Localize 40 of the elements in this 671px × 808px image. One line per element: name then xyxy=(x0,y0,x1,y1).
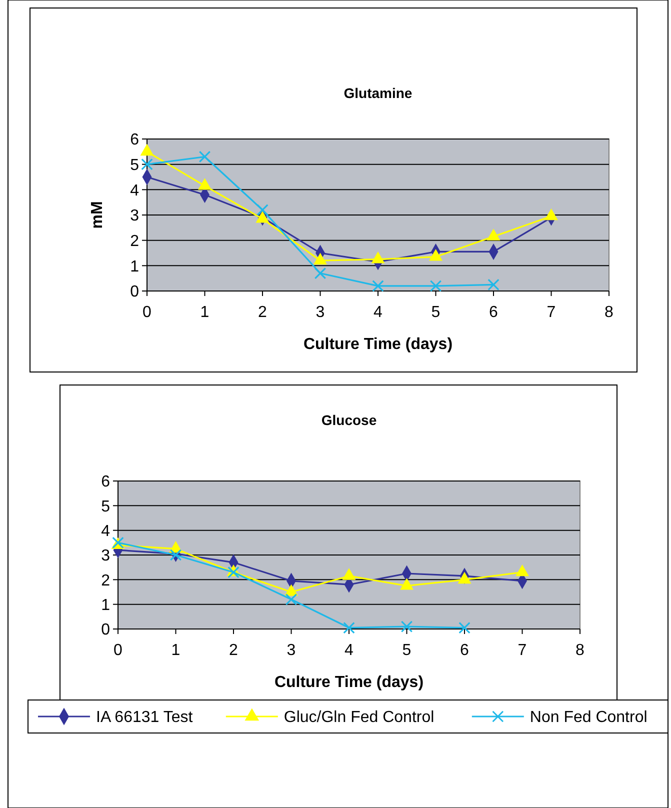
y-tick-label: 3 xyxy=(101,548,110,565)
x-tick-label: 2 xyxy=(229,642,238,659)
y-tick-label: 5 xyxy=(101,498,110,516)
y-tick-label: 6 xyxy=(101,474,110,491)
y-axis-title: mM xyxy=(89,201,106,229)
x-tick-label: 7 xyxy=(518,642,527,659)
x-tick-label: 6 xyxy=(460,642,470,659)
legend-label: IA 66131 Test xyxy=(96,709,194,726)
x-tick-label: 2 xyxy=(258,304,268,321)
x-tick-label: 4 xyxy=(344,642,354,659)
x-tick-label: 4 xyxy=(374,304,383,321)
x-tick-label: 7 xyxy=(546,304,556,321)
y-tick-label: 3 xyxy=(130,208,140,225)
chart-title: Glutamine xyxy=(344,85,412,101)
x-tick-label: 0 xyxy=(114,642,123,659)
legend-label: Non Fed Control xyxy=(530,709,648,726)
x-tick-label: 3 xyxy=(286,642,296,659)
y-tick-label: 0 xyxy=(130,284,140,301)
y-tick-label: 2 xyxy=(130,232,140,250)
x-tick-label: 8 xyxy=(604,304,614,321)
legend-label: Gluc/Gln Fed Control xyxy=(284,709,434,726)
x-tick-label: 6 xyxy=(489,304,498,321)
x-tick-label: 0 xyxy=(142,304,152,321)
x-axis-title: Culture Time (days) xyxy=(303,336,453,353)
y-tick-label: 1 xyxy=(130,258,140,276)
x-axis-title: Culture Time (days) xyxy=(274,674,424,691)
x-tick-label: 5 xyxy=(402,642,412,659)
y-tick-label: 0 xyxy=(101,622,110,639)
x-tick-label: 3 xyxy=(316,304,325,321)
x-tick-label: 8 xyxy=(576,642,585,659)
x-tick-label: 5 xyxy=(431,304,440,321)
y-tick-label: 4 xyxy=(101,522,110,540)
y-tick-label: 6 xyxy=(130,132,140,149)
y-tick-label: 2 xyxy=(101,572,110,590)
x-tick-label: 1 xyxy=(200,304,210,321)
y-tick-label: 4 xyxy=(130,182,140,200)
y-tick-label: 5 xyxy=(130,156,140,174)
x-tick-label: 1 xyxy=(171,642,180,659)
y-tick-label: 1 xyxy=(101,596,110,614)
chart-title: Glucose xyxy=(321,412,377,428)
